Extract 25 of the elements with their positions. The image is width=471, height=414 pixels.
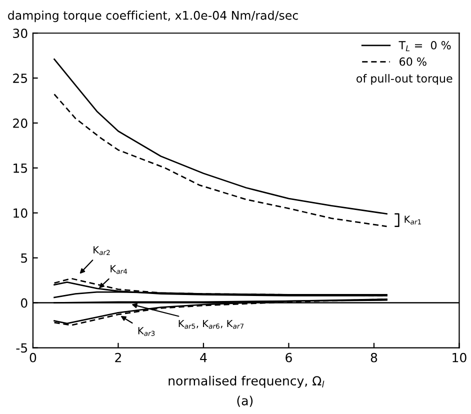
annotation: K$_{ar3}$ (138, 327, 155, 336)
annotation: of pull-out torque (356, 74, 452, 85)
x-axis-title: normalised frequency, Ω$_{l}$ (168, 376, 324, 388)
y-tick-label: 25 (13, 74, 28, 83)
x-tick-label: 4 (200, 353, 207, 362)
annotation: K$_{ar5}$, K$_{ar6}$, K$_{ar7}$ (178, 320, 244, 329)
x-tick-label: 8 (370, 352, 378, 362)
annotation: K$_{ar1}$ (404, 216, 421, 224)
y-tick-label: 5 (21, 254, 28, 263)
y-tick-label: 20 (13, 118, 28, 128)
x-tick-label: 6 (286, 352, 292, 362)
y-tick-label: 10 (14, 208, 28, 218)
x-tick-label: 0 (30, 352, 36, 362)
y-tick-label: 15 (14, 164, 28, 173)
y-axis-title: damping torque coefficient, x1.0e-04 Nm/rad/sec (8, 10, 298, 22)
legend-label: T$_{L}$ = 0 % (398, 41, 451, 52)
text: (a) (237, 396, 253, 407)
y-tick-label: 30 (13, 28, 28, 38)
legend-label: 60 % (400, 57, 426, 66)
annotation: K$_{ar4}$ (110, 265, 128, 274)
x-tick-label: 2 (115, 352, 121, 362)
x-tick-label: 10 (452, 352, 466, 362)
y-tick-label: 0 (20, 298, 28, 308)
y-tick-label: -5 (16, 343, 28, 353)
annotation: K$_{ar2}$ (94, 246, 110, 256)
